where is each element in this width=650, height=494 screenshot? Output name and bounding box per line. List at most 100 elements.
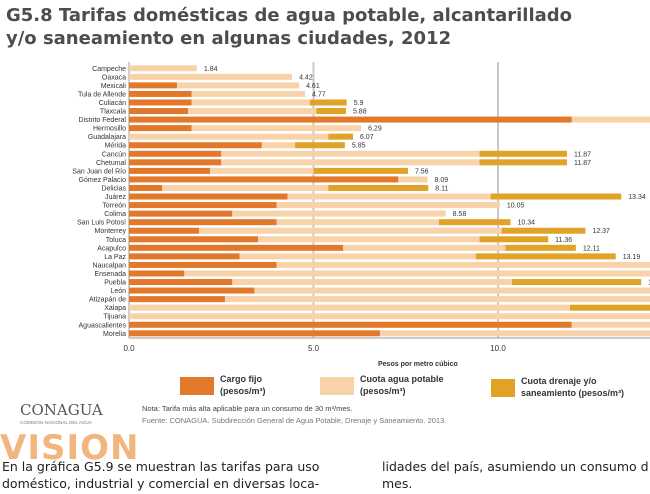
bar-water-22 xyxy=(239,253,476,260)
bar-fixed-16 xyxy=(129,202,277,209)
bar-drainage-5 xyxy=(316,108,346,115)
bar-water-1 xyxy=(129,73,293,80)
bar-fixed-7 xyxy=(129,125,192,132)
bar-water-6 xyxy=(571,116,650,123)
legend-fixed-line1: Cargo fijo xyxy=(220,374,263,384)
bar-fixed-17 xyxy=(129,210,233,217)
category-label-2: Mexicali xyxy=(101,83,127,90)
category-label-14: Delicias xyxy=(101,185,126,192)
x-tick-1: 5.0 xyxy=(308,344,320,353)
bar-drainage-21 xyxy=(505,244,576,251)
bar-water-30 xyxy=(571,321,650,328)
x-axis-label: Pesos por metro cúbico xyxy=(378,361,458,368)
category-label-27: Atizapán de xyxy=(89,297,126,304)
bar-fixed-23 xyxy=(129,261,277,268)
category-label-15: Juárez xyxy=(105,194,127,201)
watermark: VISION xyxy=(0,428,140,468)
body-col2-line2: mes. xyxy=(382,476,413,491)
value-label-5: 5.88 xyxy=(353,109,367,116)
bar-water-23 xyxy=(276,261,650,268)
bar-fixed-31 xyxy=(129,330,380,337)
bar-fixed-21 xyxy=(129,244,344,251)
legend-water-line1: Cuota agua potable xyxy=(360,374,444,384)
bar-water-20 xyxy=(258,236,480,243)
bar-fixed-27 xyxy=(129,296,225,303)
bar-water-24 xyxy=(184,270,650,277)
bar-fixed-24 xyxy=(129,270,185,277)
bar-drainage-11 xyxy=(479,159,568,166)
category-label-0: Campeche xyxy=(92,66,126,73)
bar-water-12 xyxy=(210,167,314,174)
logo: CONAGUA COMISIÓN NACIONAL DEL AGUA xyxy=(20,401,103,425)
bar-fixed-13 xyxy=(129,176,399,183)
bar-drainage-8 xyxy=(328,133,353,140)
bar-drainage-28 xyxy=(569,304,650,311)
value-label-1: 4.42 xyxy=(299,74,313,81)
value-label-15: 13.34 xyxy=(628,194,646,201)
bar-fixed-22 xyxy=(129,253,240,260)
bar-water-9 xyxy=(261,142,296,149)
x-tick-0: 0.0 xyxy=(123,344,135,353)
body-col2-line1: lidades del país, asumiendo un consumo d… xyxy=(382,459,648,474)
bar-water-21 xyxy=(343,244,506,251)
bar-water-15 xyxy=(287,193,491,200)
bar-fixed-20 xyxy=(129,236,259,243)
value-label-19: 12.37 xyxy=(592,228,610,235)
category-label-13: Gómez Palacio xyxy=(79,177,127,184)
category-label-4: Culiacán xyxy=(99,100,126,107)
category-label-18: San Luis Potosí xyxy=(77,220,126,227)
bar-water-5 xyxy=(188,108,317,115)
bar-drainage-9 xyxy=(295,142,345,149)
bar-fixed-9 xyxy=(129,142,262,149)
value-label-10: 11.87 xyxy=(574,151,591,158)
legend-fixed-line2: (pesos/m³) xyxy=(220,386,266,396)
value-label-9: 5.85 xyxy=(352,143,366,150)
body-col1-line2: doméstico, industrial y comercial en div… xyxy=(2,476,320,491)
value-label-13: 8.09 xyxy=(435,177,449,184)
category-label-20: Toluca xyxy=(106,237,126,244)
bar-fixed-6 xyxy=(129,116,572,123)
bar-water-31 xyxy=(379,330,650,337)
bar-fixed-2 xyxy=(129,82,177,89)
bar-fixed-11 xyxy=(129,159,222,166)
value-label-16: 10.05 xyxy=(507,203,525,210)
bar-water-14 xyxy=(162,184,329,191)
bar-water-26 xyxy=(254,287,650,294)
value-label-20: 11.36 xyxy=(555,237,572,244)
legend-swatch-drainage xyxy=(491,379,515,397)
category-label-23: Naucalpan xyxy=(93,262,127,269)
bar-fixed-18 xyxy=(129,219,277,226)
category-label-3: Tula de Allende xyxy=(78,91,126,98)
bar-drainage-25 xyxy=(512,279,642,286)
chart-title-line1: G5.8 Tarifas domésticas de agua potable,… xyxy=(6,5,572,26)
chart-title-line2: y/o saneamiento en algunas ciudades, 201… xyxy=(6,28,451,49)
bar-fixed-12 xyxy=(129,167,211,174)
category-label-25: Puebla xyxy=(104,280,126,287)
bar-water-18 xyxy=(276,219,439,226)
bar-fixed-14 xyxy=(129,184,163,191)
bar-water-19 xyxy=(199,227,502,234)
x-tick-2: 10.0 xyxy=(490,344,506,353)
value-label-3: 4.77 xyxy=(312,91,326,98)
x-ticks: 0.05.010.015.020.025.0 xyxy=(123,344,506,353)
category-label-17: Colima xyxy=(104,211,126,218)
bar-fixed-15 xyxy=(129,193,288,200)
value-label-7: 6.29 xyxy=(368,126,382,133)
bar-water-29 xyxy=(129,313,650,320)
value-label-25: 13.88 xyxy=(648,280,650,287)
value-label-17: 8.58 xyxy=(453,211,467,218)
bar-water-25 xyxy=(232,279,513,286)
logo-subtitle: COMISIÓN NACIONAL DEL AGUA xyxy=(20,419,93,425)
bar-drainage-4 xyxy=(309,99,347,106)
body-col1-line1: En la gráfica G5.9 se muestran las tarif… xyxy=(2,459,320,474)
legend-drainage-line2: saneamiento (pesos/m³) xyxy=(521,388,624,398)
bar-water-10 xyxy=(221,150,480,157)
bar-drainage-18 xyxy=(438,219,511,226)
bar-fixed-10 xyxy=(129,150,222,157)
category-label-19: Monterrey xyxy=(94,228,126,235)
legend-swatch-fixed xyxy=(180,377,214,395)
bar-water-16 xyxy=(276,202,500,209)
bar-fixed-4 xyxy=(129,99,192,106)
